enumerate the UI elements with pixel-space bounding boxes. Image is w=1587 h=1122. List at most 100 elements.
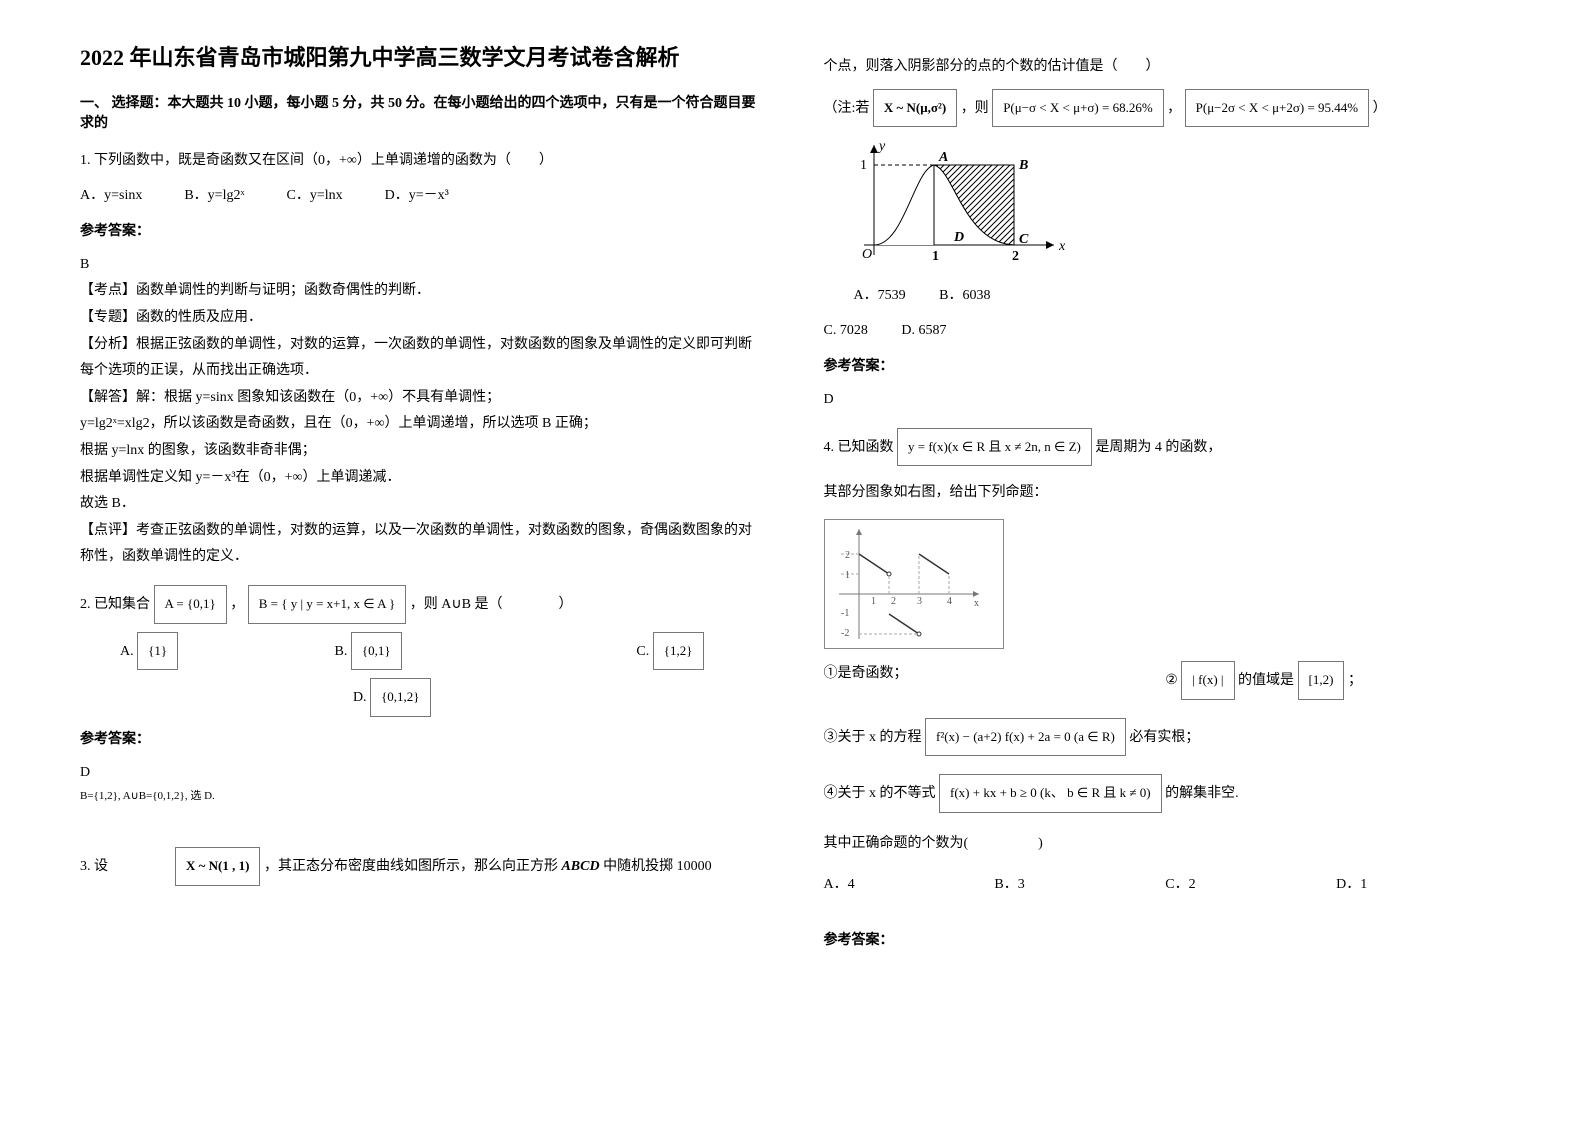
q4-x3: 3 xyxy=(917,596,922,607)
answer-label: 参考答案： xyxy=(80,219,764,246)
q2-note: B={1,2}, A∪B={0,1,2}, 选 D. xyxy=(80,786,764,807)
q2-set-b: B = { y | y = x+1, x ∈ A } xyxy=(248,585,407,624)
question-1: 1. 下列函数中，既是奇函数又在区间（0，+∞）上单调递增的函数为（ ） A．y… xyxy=(80,148,764,571)
q4-claim-2: ② | f(x) | 的值域是 [1,2) ； xyxy=(1165,661,1507,700)
q3-opt-c: C. 7028 xyxy=(824,318,868,345)
q2-opt-a: A. {1} xyxy=(120,632,305,671)
q1-zhuanti: 【专题】函数的性质及应用． xyxy=(80,305,764,332)
q4-x4: 4 xyxy=(947,596,952,607)
answer-label: 参考答案： xyxy=(824,354,1508,381)
q4-y2: 2 xyxy=(845,550,850,561)
q2-stem-b-text: ，则 A∪B 是（ ） xyxy=(410,597,573,612)
q4-c4-eq: f(x) + kx + b ≥ 0 (k、 b ∈ R 且 k ≠ 0) xyxy=(939,774,1162,813)
left-column: 2022 年山东省青岛市城阳第九中学高三数学文月考试卷含解析 一、 选择题：本大… xyxy=(80,40,764,969)
q3-opt-a: A．7539 xyxy=(854,283,906,310)
q4-claims-row1: ①是奇函数； ② | f(x) | 的值域是 [1,2) ； xyxy=(824,661,1508,700)
q3-stem-a: 3. 设 xyxy=(80,859,108,874)
question-4: 4. 已知函数 y = f(x)(x ∈ R 且 x ≠ 2n, n ∈ Z) … xyxy=(824,428,1508,955)
q4-c2-b: 的值域是 xyxy=(1238,673,1294,688)
q1-jieda-2: y=lg2ˣ=xlg2，所以该函数是奇函数，且在（0，+∞）上单调递增，所以选项… xyxy=(80,411,764,438)
q4-c4-a: ④关于 x 的不等式 xyxy=(824,786,940,801)
q4-stem-a: 4. 已知函数 xyxy=(824,440,898,455)
q2-options-row1: A. {1} B. {0,1} C. {1,2} xyxy=(80,632,764,671)
q3-note-dist: X ~ N(μ,σ²) xyxy=(873,89,957,128)
q4-c2-c: ； xyxy=(1348,673,1362,688)
q3-distribution: X ~ N(1 , 1) xyxy=(175,847,260,886)
q1-jieda-1: 【解答】解：根据 y=sinx 图象知该函数在（0，+∞）不具有单调性； xyxy=(80,385,764,412)
q3-answer: D xyxy=(824,387,1508,414)
page-title: 2022 年山东省青岛市城阳第九中学高三数学文月考试卷含解析 xyxy=(80,40,764,72)
q4-ym1: -1 xyxy=(841,608,849,619)
q1-fenxi: 【分析】根据正弦函数的单调性，对数的运算，一次函数的单调性，对数函数的图象及单调… xyxy=(80,332,764,385)
q4-x2: 2 xyxy=(891,596,896,607)
q3-options-row1: A．7539 B．6038 xyxy=(854,283,1508,310)
answer-label: 参考答案： xyxy=(80,727,764,754)
q3-note-c: ， xyxy=(1167,101,1181,116)
q3-stem-b: ，其正态分布密度曲线如图所示，那么向正方形 xyxy=(264,859,562,874)
q2-opt-b-val: {0,1} xyxy=(351,632,402,671)
q3-fig-y: y xyxy=(877,139,886,154)
q2-stem-a-text: 2. 已知集合 xyxy=(80,597,154,612)
right-column: 个点，则落入阴影部分的点的个数的估计值是（ ） （注:若 X ~ N(μ,σ²)… xyxy=(824,40,1508,969)
q4-opt-d: D．1 xyxy=(1336,872,1477,899)
question-3-start: 3. 设 X ~ N(1 , 1) ，其正态分布密度曲线如图所示，那么向正方形 … xyxy=(80,847,764,886)
q4-y1: 1 xyxy=(845,570,850,581)
q2-opt-c: C. {1,2} xyxy=(549,632,734,671)
q3-note-b: ，则 xyxy=(961,101,989,116)
q3-figure: y x O 1 1 2 A B C D xyxy=(824,135,1084,275)
answer-label: 参考答案： xyxy=(824,928,1508,955)
q4-ask: 其中正确命题的个数为( ) xyxy=(824,831,1508,858)
q4-c3-b: 必有实根； xyxy=(1129,730,1199,745)
q4-stem-c: 其部分图象如右图，给出下列命题： xyxy=(824,480,1508,507)
q4-claim-4: ④关于 x 的不等式 f(x) + kx + b ≥ 0 (k、 b ∈ R 且… xyxy=(824,774,1508,813)
q3-note-a: （注:若 xyxy=(824,101,870,116)
q1-jieda-3: 根据 y=lnx 的图象，该函数非奇非偶； xyxy=(80,438,764,465)
q3-opt-b: B．6038 xyxy=(939,283,990,310)
q4-func-expr: y = f(x)(x ∈ R 且 x ≠ 2n, n ∈ Z) xyxy=(897,428,1092,467)
q1-stem: 1. 下列函数中，既是奇函数又在区间（0，+∞）上单调递增的函数为（ ） xyxy=(80,148,764,175)
q4-c2-rng: [1,2) xyxy=(1298,661,1345,700)
q3-note-p1: P(μ−σ < X < μ+σ) = 68.26% xyxy=(992,89,1163,128)
q2-opt-c-val: {1,2} xyxy=(653,632,704,671)
q3-options-row2: C. 7028 D. 6587 xyxy=(824,318,1508,345)
q3-fig-1x: 1 xyxy=(932,249,939,264)
q3-fig-C: C xyxy=(1019,232,1029,247)
q2-opt-b: B. {0,1} xyxy=(335,632,520,671)
q4-claim-1: ①是奇函数； xyxy=(824,661,1166,700)
q4-figure-box: 2 1 -1 -2 1 2 3 4 x xyxy=(824,519,1004,649)
q2-options-row2: D. {0,1,2} xyxy=(80,678,764,717)
q3-opt-d: D. 6587 xyxy=(901,318,946,345)
q2-opt-a-val: {1} xyxy=(137,632,178,671)
q4-x1: 1 xyxy=(871,596,876,607)
q3-stem-c: 中随机投掷 10000 xyxy=(603,859,712,874)
q1-jieda-5: 故选 B． xyxy=(80,491,764,518)
q3-note-d: ） xyxy=(1373,101,1387,116)
q4-c4-b: 的解集非空. xyxy=(1165,786,1239,801)
q2-opt-d: D. {0,1,2} xyxy=(353,678,461,717)
q1-jieda-4: 根据单调性定义知 y=－x³在（0，+∞）上单调递减． xyxy=(80,465,764,492)
q3-note-p2: P(μ−2σ < X < μ+2σ) = 95.44% xyxy=(1185,89,1369,128)
q4-figure: 2 1 -1 -2 1 2 3 4 x xyxy=(829,524,989,644)
q3-fig-D: D xyxy=(953,230,964,245)
q4-ym2: -2 xyxy=(841,628,849,639)
q1-kaodian: 【考点】函数单调性的判断与证明；函数奇偶性的判断． xyxy=(80,278,764,305)
q4-stem-b: 是周期为 4 的函数， xyxy=(1095,440,1221,455)
q4-xaxis-lbl: x xyxy=(974,598,979,609)
q2-answer: D xyxy=(80,760,764,787)
question-2: 2. 已知集合 A = {0,1} ， B = { y | y = x+1, x… xyxy=(80,585,764,807)
q4-options: A．4 B．3 C．2 D．1 xyxy=(824,872,1508,899)
q2-opt-d-val: {0,1,2} xyxy=(370,678,430,717)
q3-cont-text: 个点，则落入阴影部分的点的个数的估计值是（ ） xyxy=(824,54,1508,81)
q3-fig-2x: 2 xyxy=(1012,249,1019,264)
q2-set-a: A = {0,1} xyxy=(154,585,227,624)
q4-c2-a: ② xyxy=(1165,673,1178,688)
q3-fig-O: O xyxy=(862,247,872,262)
q3-fig-1y: 1 xyxy=(860,158,867,173)
q4-c3-eq: f²(x) − (a+2) f(x) + 2a = 0 (a ∈ R) xyxy=(925,718,1126,757)
question-3-cont: 个点，则落入阴影部分的点的个数的估计值是（ ） （注:若 X ~ N(μ,σ²)… xyxy=(824,54,1508,414)
q3-fig-A: A xyxy=(938,150,948,165)
q3-abcd: ABCD xyxy=(561,859,599,874)
q3-note-line: （注:若 X ~ N(μ,σ²) ，则 P(μ−σ < X < μ+σ) = 6… xyxy=(824,89,1508,128)
q2-stem: 2. 已知集合 A = {0,1} ， B = { y | y = x+1, x… xyxy=(80,585,764,624)
q4-opt-a: A．4 xyxy=(824,872,965,899)
